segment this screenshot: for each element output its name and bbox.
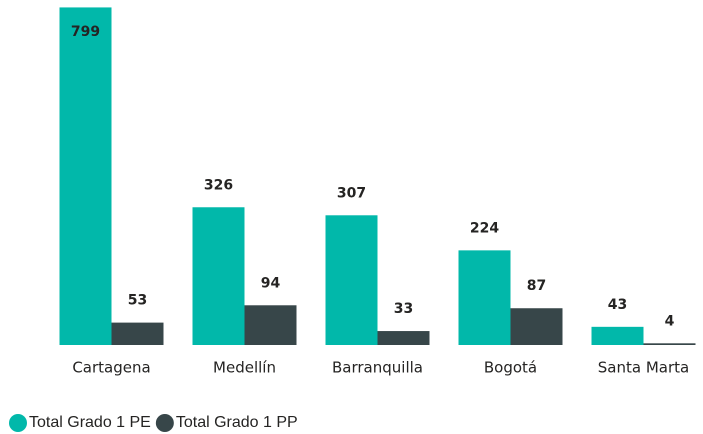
bar	[244, 305, 297, 345]
data-label: 87	[527, 278, 546, 294]
data-label: 307	[337, 185, 366, 201]
bar	[510, 308, 563, 345]
bar	[59, 7, 112, 346]
x-tick-label: Cartagena	[72, 359, 150, 377]
legend-label: Total Grado 1 PE	[29, 414, 151, 431]
data-label: 33	[394, 301, 413, 317]
bar	[591, 326, 644, 345]
data-label: 326	[204, 177, 233, 193]
data-label: 53	[128, 293, 147, 309]
x-tick-label: Medellín	[213, 359, 276, 377]
data-label: 799	[71, 24, 100, 40]
x-tick-label: Santa Marta	[598, 359, 689, 377]
bar	[192, 207, 245, 345]
x-tick-label: Barranquilla	[332, 359, 423, 377]
legend-label: Total Grado 1 PP	[176, 414, 298, 431]
x-tick-label: Bogotá	[484, 359, 537, 377]
data-label: 224	[470, 220, 499, 236]
bar	[643, 343, 696, 345]
legend-marker	[9, 414, 27, 432]
data-label: 43	[608, 297, 627, 313]
bar	[111, 322, 164, 345]
bar	[377, 331, 430, 345]
data-label: 94	[261, 275, 281, 291]
bar	[325, 215, 378, 345]
bar	[458, 250, 511, 345]
legend-marker	[155, 414, 174, 432]
data-label: 4	[665, 313, 675, 329]
